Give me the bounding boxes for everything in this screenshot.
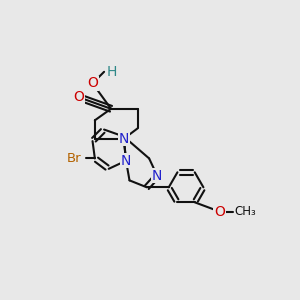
Text: N: N: [152, 169, 162, 183]
Text: N: N: [118, 132, 129, 146]
Text: Br: Br: [67, 152, 81, 165]
Text: O: O: [87, 76, 98, 90]
Text: CH₃: CH₃: [235, 205, 256, 218]
Text: N: N: [121, 154, 131, 168]
Text: O: O: [73, 90, 84, 104]
Text: H: H: [106, 65, 117, 79]
Text: O: O: [214, 205, 225, 219]
